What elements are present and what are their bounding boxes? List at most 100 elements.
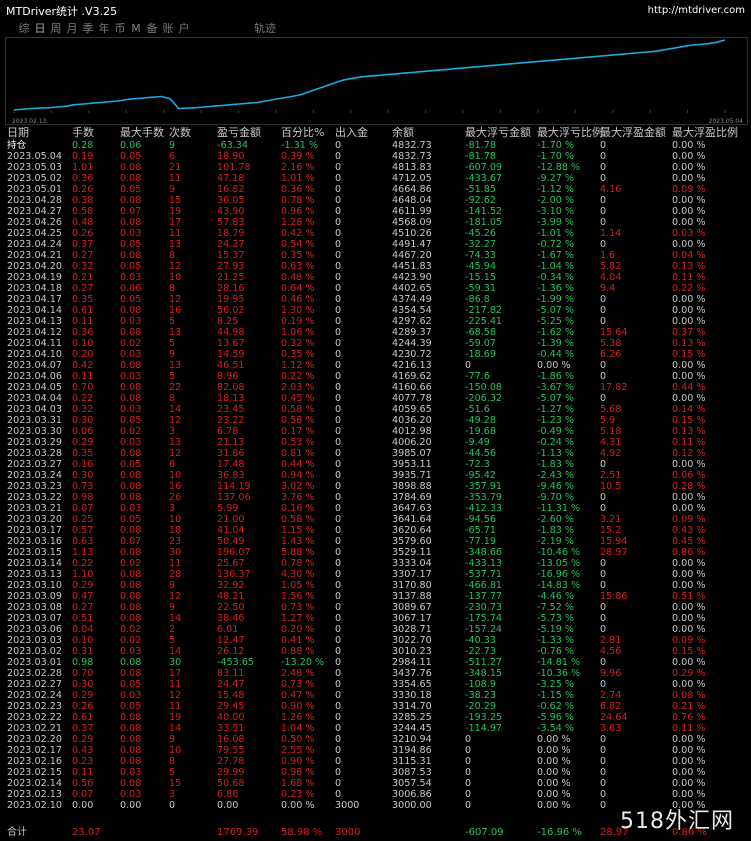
table-row[interactable]: 2023.04.21 0.27 0.08 8 15.37 0.35 % 0 4467.20 -7… (7, 250, 749, 261)
table-cell: 12 (169, 690, 182, 701)
table-row[interactable]: 2023.02.14 0.56 0.08 15 50.68 1.68 % 0 3057.54 0… (7, 778, 749, 789)
table-row[interactable]: 2023.02.28 0.70 0.08 17 83.11 2.48 % 0 3437.76 -… (7, 668, 749, 679)
table-row[interactable]: 2023.04.12 0.36 0.08 13 44.98 1.06 % 0 4289.37 -… (7, 327, 749, 338)
table-row[interactable]: 2023.03.21 0.07 0.03 3 5.99 0.16 % 0 3647.63 -41… (7, 503, 749, 514)
table-row[interactable]: 2023.03.22 0.98 0.08 26 137.06 3.76 % 0 3784.69… (7, 492, 749, 503)
table-cell: 0.64 % (281, 283, 315, 294)
tab-2[interactable]: 周 (50, 22, 62, 35)
table-row[interactable]: 2023.03.14 0.22 0.02 11 25.67 0.78 % 0 3333.04 -… (7, 558, 749, 569)
table-row[interactable]: 2023.04.19 0.21 0.03 10 21.25 0.48 % 0 4423.90 -… (7, 272, 749, 283)
tab-1[interactable]: 日 (34, 22, 46, 35)
table-cell: -1.04 % (537, 261, 574, 272)
table-row[interactable]: 2023.04.05 0.70 0.08 22 82.08 2.03 % 0 4160.66 -… (7, 382, 749, 393)
table-row[interactable]: 2023.02.13 0.07 0.03 3 6.86 0.23 % 0 3006.86 0 0.… (7, 789, 749, 800)
table-row[interactable]: 2023.03.01 0.98 0.08 30 -453.65 -13.20 % 0 2984… (7, 657, 749, 668)
table-row[interactable]: 2023.02.20 0.29 0.08 9 16.08 0.50 % 0 3210.94 0 0… (7, 734, 749, 745)
column-header[interactable]: 最大手数 (120, 126, 164, 139)
table-cell: 22 (169, 382, 182, 393)
table-row[interactable]: 2023.04.13 0.11 0.03 5 8.25 0.19 % 0 4297.62 -22… (7, 316, 749, 327)
tab-10[interactable]: 户 (178, 22, 190, 35)
table-row[interactable]: 2023.03.24 0.30 0.08 10 36.83 0.94 % 0 3935.71 -… (7, 470, 749, 481)
column-header[interactable]: 出入金 (335, 126, 368, 139)
column-header[interactable]: 最大浮亏金额 (465, 126, 531, 139)
column-header[interactable]: 百分比% (281, 126, 325, 139)
table-row[interactable]: 2023.02.22 0.61 0.08 19 40.00 1.26 % 0 3285.25 -… (7, 712, 749, 723)
tab-8[interactable]: 备 (146, 22, 158, 35)
column-header[interactable]: 余额 (392, 126, 414, 139)
table-row[interactable]: 2023.03.16 0.63 0.07 23 50.49 1.43 % 0 3579.60 -… (7, 536, 749, 547)
table-cell: 0.58 % (281, 514, 315, 525)
table-row[interactable]: 2023.03.20 0.25 0.05 10 21.00 0.58 % 0 3641.64 -… (7, 514, 749, 525)
column-header[interactable]: 最大浮盈金额 (600, 126, 666, 139)
tab-3[interactable]: 月 (66, 22, 78, 35)
table-row[interactable]: 2023.03.30 0.06 0.02 3 6.78 0.17 % 0 4012.98 -19… (7, 426, 749, 437)
table-row[interactable]: 2023.04.07 0.42 0.08 13 46.51 1.12 % 0 4216.13 0… (7, 360, 749, 371)
table-row[interactable]: 2023.03.23 0.73 0.08 16 114.19 3.02 % 0 3898.88… (7, 481, 749, 492)
column-header[interactable]: 盈亏金额 (217, 126, 261, 139)
tab-5[interactable]: 年 (98, 22, 110, 35)
table-row[interactable]: 2023.04.03 0.32 0.03 14 23.45 0.58 % 0 4059.65 -… (7, 404, 749, 415)
table-row[interactable]: 2023.05.03 1.01 0.08 21 101.78 2.16 % 0 4813.83… (7, 162, 749, 173)
table-row[interactable]: 2023.02.23 0.26 0.05 11 29.45 0.90 % 0 3314.70 -… (7, 701, 749, 712)
table-row[interactable]: 2023.02.21 0.37 0.08 14 33.51 1.04 % 0 3244.45 -… (7, 723, 749, 734)
table-row[interactable]: 2023.02.16 0.23 0.08 8 27.78 0.90 % 0 3115.31 0 0… (7, 756, 749, 767)
table-row[interactable]: 2023.03.09 0.47 0.08 12 48.21 1.56 % 0 3137.88 -… (7, 591, 749, 602)
table-row[interactable]: 2023.02.24 0.29 0.03 12 15.48 0.47 % 0 3330.18 -… (7, 690, 749, 701)
table-cell: 0.08 (120, 382, 142, 393)
column-header[interactable]: 最大浮亏比例 (537, 126, 603, 139)
app-url[interactable]: http://mtdriver.com (647, 5, 745, 16)
table-cell: 0.81 % (281, 448, 315, 459)
table-row[interactable]: 2023.03.29 0.29 0.03 13 21.13 0.53 % 0 4006.20 -… (7, 437, 749, 448)
table-row[interactable]: 2023.03.17 0.57 0.08 18 41.04 1.15 % 0 3620.64 -… (7, 525, 749, 536)
table-cell: 2023.02.10 (7, 800, 62, 811)
column-header[interactable]: 手数 (72, 126, 94, 139)
table-row[interactable]: 2023.03.27 0.16 0.05 6 17.48 0.44 % 0 3953.11 -7… (7, 459, 749, 470)
table-row[interactable]: 2023.03.06 0.04 0.02 2 6.01 0.20 % 0 3028.71 -15… (7, 624, 749, 635)
table-row[interactable]: 2023.04.26 0.48 0.08 17 57.83 1.28 % 0 4568.09 -… (7, 217, 749, 228)
table-row[interactable]: 2023.03.15 1.13 0.08 30 196.07 5.88 % 0 3529.11… (7, 547, 749, 558)
table-row[interactable]: 2023.02.10 0.00 0.00 0 0.00 0.00 % 3000 3000.00… (7, 800, 749, 811)
column-header[interactable]: 最大浮盈比例 (672, 126, 738, 139)
table-row[interactable]: 2023.03.31 0.30 0.05 12 23.22 0.58 % 0 4036.20 -… (7, 415, 749, 426)
table-row[interactable]: 2023.04.25 0.26 0.03 11 18.79 0.42 % 0 4510.26 -… (7, 228, 749, 239)
table-row[interactable]: 2023.03.03 0.10 0.02 5 12.47 0.41 % 0 3022.70 -4… (7, 635, 749, 646)
table-row[interactable]: 2023.04.24 0.37 0.05 13 24.27 0.54 % 0 4491.47 -… (7, 239, 749, 250)
tab-11[interactable]: 轨迹 (254, 22, 276, 35)
table-row[interactable]: 2023.05.04 0.19 0.05 6 18.90 0.39 % 0 4832.73 -8… (7, 151, 749, 162)
tab-9[interactable]: 账 (162, 22, 174, 35)
table-row[interactable]: 2023.04.17 0.35 0.05 12 19.95 0.46 % 0 4374.49 -… (7, 294, 749, 305)
table-row[interactable]: 2023.03.10 0.29 0.08 9 32.92 1.05 % 0 3170.80 -4… (7, 580, 749, 591)
table-row[interactable]: 2023.02.17 0.43 0.08 10 79.55 2.55 % 0 3194.86 0… (7, 745, 749, 756)
table-row[interactable]: 2023.03.08 0.27 0.08 9 22.50 0.73 % 0 3089.67 -2… (7, 602, 749, 613)
table-row[interactable]: 2023.02.27 0.30 0.05 11 24.47 0.73 % 0 3354.65 -… (7, 679, 749, 690)
table-cell: 5 (169, 338, 176, 349)
table-cell: 0 (335, 657, 342, 668)
table-row[interactable]: 2023.04.14 0.61 0.08 16 56.02 1.30 % 0 4354.54 -… (7, 305, 749, 316)
table-cell: 0.53 % (281, 437, 315, 448)
holding-row[interactable]: 持仓 0.28 0.06 9 -63.34 -1.31 % 0 4832.73 -81.78 -1… (7, 140, 749, 151)
column-header[interactable]: 日期 (7, 126, 29, 139)
table-row[interactable]: 2023.05.02 0.36 0.08 11 47.18 1.01 % 0 4712.05 -… (7, 173, 749, 184)
column-header[interactable]: 次数 (169, 126, 191, 139)
table-row[interactable]: 2023.04.10 0.20 0.03 9 14.59 0.35 % 0 4230.72 -1… (7, 349, 749, 360)
tab-0[interactable]: 综 (18, 22, 30, 35)
table-row[interactable]: 2023.04.20 0.32 0.05 12 27.93 0.63 % 0 4451.83 -… (7, 261, 749, 272)
table-row[interactable]: 2023.03.28 0.35 0.08 12 31.86 0.81 % 0 3985.07 -… (7, 448, 749, 459)
table-cell: 4510.26 (392, 228, 432, 239)
table-cell: 0.08 (120, 470, 142, 481)
table-row[interactable]: 2023.03.02 0.31 0.03 14 26.12 0.88 % 0 3010.23 -… (7, 646, 749, 657)
table-cell: 0.06 % (672, 470, 706, 481)
table-row[interactable]: 2023.04.04 0.22 0.08 8 18.13 0.45 % 0 4077.78 -2… (7, 393, 749, 404)
table-row[interactable]: 2023.04.11 0.10 0.02 5 13.67 0.32 % 0 4244.39 -5… (7, 338, 749, 349)
table-row[interactable]: 2023.03.13 1.10 0.08 28 136.37 4.30 % 0 3307.17… (7, 569, 749, 580)
tab-6[interactable]: 币 (114, 22, 126, 35)
tab-4[interactable]: 季 (82, 22, 94, 35)
table-row[interactable]: 2023.04.27 0.58 0.07 19 43.90 0.96 % 0 4611.99 -… (7, 206, 749, 217)
table-row[interactable]: 2023.04.06 0.11 0.03 5 8.96 0.22 % 0 4169.62 -77… (7, 371, 749, 382)
table-row[interactable]: 2023.05.01 0.26 0.05 9 16.82 0.36 % 0 4664.86 -5… (7, 184, 749, 195)
tab-7[interactable]: M (131, 22, 141, 35)
table-row[interactable]: 2023.04.18 0.27 0.06 8 28.16 0.64 % 0 4402.65 -5… (7, 283, 749, 294)
table-row[interactable]: 2023.03.07 0.51 0.08 14 38.46 1.27 % 0 3067.17 -… (7, 613, 749, 624)
table-row[interactable]: 2023.04.28 0.38 0.08 15 36.05 0.78 % 0 4648.04 -… (7, 195, 749, 206)
table-row[interactable]: 2023.02.15 0.11 0.03 5 29.99 0.98 % 0 3087.53 0 0… (7, 767, 749, 778)
